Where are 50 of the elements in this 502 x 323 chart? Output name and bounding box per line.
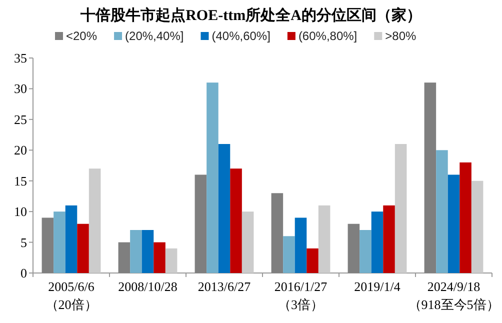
x-tick-label: 2024/9/18 （918至今5倍）: [408, 279, 500, 312]
bar: [371, 212, 384, 273]
bar: [88, 168, 101, 273]
bar: [360, 230, 372, 273]
bar: [283, 236, 295, 273]
y-tick-label: 35: [14, 50, 27, 66]
legend-label: (40%,60%]: [212, 29, 270, 43]
x-tick-label: 2019/1/4: [354, 279, 401, 294]
bar: [130, 230, 142, 273]
bar: [118, 242, 130, 273]
legend-label: >80%: [385, 29, 416, 43]
y-tick-label: 10: [14, 204, 27, 220]
bar: [42, 218, 54, 273]
x-tick-label: 2013/6/27: [198, 279, 252, 294]
x-tick-label: 2016/1/27 （3倍）: [274, 279, 328, 312]
bar: [448, 174, 460, 273]
bar: [142, 230, 154, 273]
chart-title: 十倍股牛市起点ROE-ttm所处全A的分位区间（家）: [80, 6, 422, 24]
legend-label: <20%: [66, 29, 98, 43]
bar: [218, 144, 230, 273]
y-tick-label: 25: [14, 112, 27, 127]
y-tick-label: 0: [20, 266, 27, 280]
bar: [206, 82, 218, 273]
bar: [65, 205, 78, 273]
bar: [348, 224, 360, 273]
bar: [242, 212, 254, 273]
bar: [271, 193, 284, 273]
y-tick-label: 30: [14, 81, 27, 96]
bar: [383, 205, 395, 273]
y-tick-label: 15: [14, 173, 27, 188]
x-tick-label: 2008/10/28: [118, 279, 178, 294]
bar: [154, 242, 166, 273]
legend-label: (20%,40%]: [125, 29, 184, 43]
y-tick-label: 20: [14, 142, 27, 158]
legend-label: (60%,80%]: [298, 29, 358, 43]
bar: [294, 218, 307, 273]
bar: [54, 212, 66, 273]
x-tick-label: 2005/6/6 （20倍）: [45, 279, 98, 312]
bar: [424, 82, 436, 273]
bar: [436, 150, 448, 273]
y-tick-label: 5: [20, 234, 27, 250]
bar: [230, 168, 242, 273]
bar: [460, 162, 472, 273]
bar: [318, 205, 330, 273]
bar: [394, 144, 407, 273]
bar: [77, 224, 89, 273]
bar: [471, 180, 484, 273]
bar: [194, 174, 207, 273]
bar: [165, 248, 178, 273]
bar: [306, 248, 318, 273]
